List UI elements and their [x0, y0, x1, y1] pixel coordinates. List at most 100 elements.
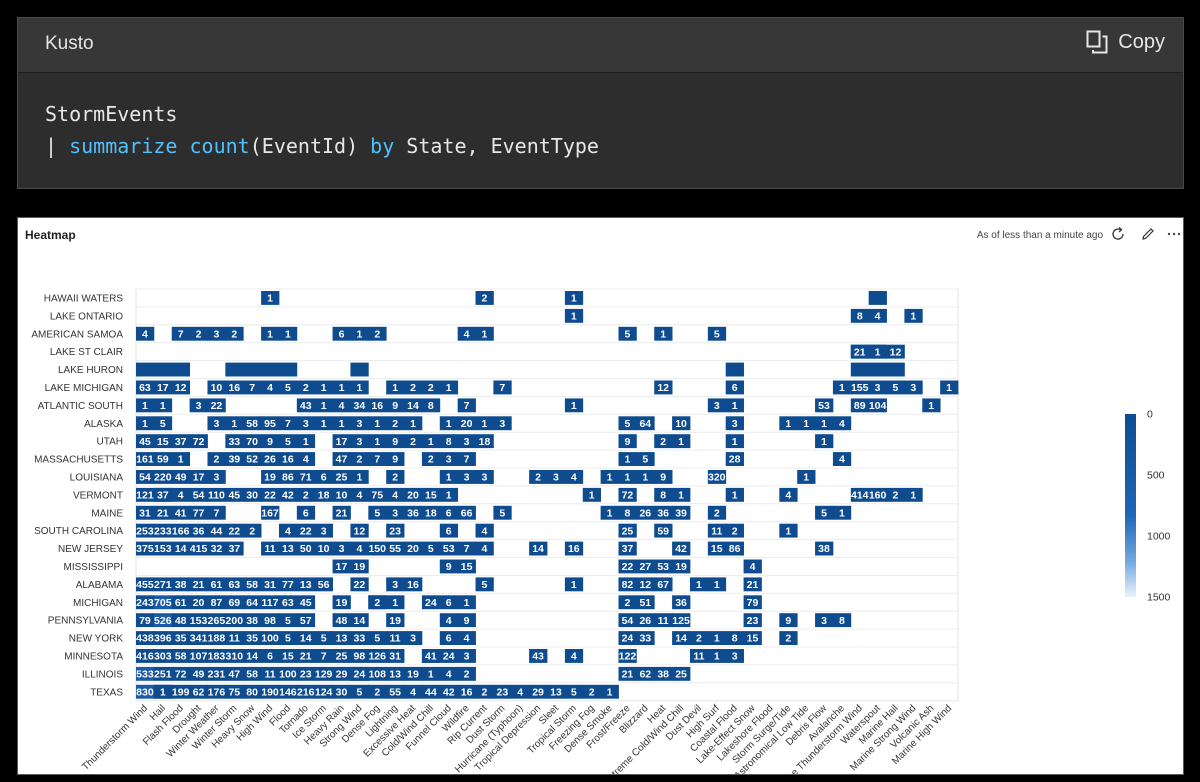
heatmap-cell — [207, 649, 226, 663]
cell-value-label: 11 — [229, 633, 240, 645]
cell-value-label: 55 — [389, 543, 401, 555]
copy-button[interactable]: Copy — [1086, 30, 1165, 54]
heatmap-cell — [618, 416, 637, 431]
cell-value-label: 67 — [657, 579, 669, 591]
cell-value-label: 7 — [499, 382, 505, 394]
cell-value-label: 56 — [318, 579, 330, 591]
cell-value-label: 86 — [282, 472, 294, 484]
cell-value-label: 1 — [410, 418, 416, 430]
heatmap-cell — [225, 523, 244, 538]
heatmap-cell — [439, 666, 459, 681]
cell-value-label: 7 — [374, 454, 380, 466]
cell-value-label: 4 — [571, 472, 577, 484]
cell-value-label: 47 — [336, 454, 348, 466]
legend-tick-label: 0 — [1147, 409, 1153, 421]
heatmap-cell — [725, 541, 744, 556]
heatmap-cell — [815, 416, 834, 431]
cell-value-label: 1 — [321, 382, 327, 394]
cell-value-label: 100 — [261, 633, 279, 645]
heatmap-cell — [457, 326, 476, 341]
cell-value-label: 1 — [607, 686, 613, 698]
cell-value-label: 3 — [410, 633, 416, 645]
heatmap-cell — [618, 487, 637, 502]
cell-value-label: 33 — [354, 633, 366, 645]
cell-value-label: 31 — [264, 579, 276, 591]
heatmap-cell — [171, 487, 191, 502]
heatmap-cell — [136, 666, 155, 681]
heatmap-cell — [475, 326, 494, 341]
heatmap-cell — [421, 452, 441, 466]
cell-value-label: 34 — [354, 400, 366, 412]
heatmap-cell — [636, 505, 655, 520]
heatmap-cell — [332, 326, 351, 341]
cell-value-label: 2 — [464, 668, 470, 680]
heatmap-cell — [725, 631, 744, 645]
cell-value-label: 1 — [356, 328, 362, 340]
heatmap-cell — [136, 398, 155, 413]
legend-tick-label: 1500 — [1147, 592, 1171, 604]
heatmap-cell — [243, 666, 262, 681]
heatmap-cell — [225, 380, 244, 395]
cell-value-label: 1 — [160, 686, 166, 698]
cell-value-label: 2 — [893, 489, 899, 501]
heatmap-cell — [332, 559, 351, 574]
cell-value-label: 54 — [139, 472, 151, 484]
heatmap-cell — [868, 362, 887, 377]
cell-value-label: 14 — [246, 651, 258, 663]
cell-value-label: 5 — [499, 507, 505, 519]
heatmap-cell — [868, 398, 887, 413]
heatmap-cell — [654, 559, 673, 574]
cell-value-label: 20 — [407, 489, 419, 501]
cell-value-label: 5 — [285, 382, 291, 394]
heatmap-cell — [225, 416, 244, 431]
heatmap-cell — [815, 434, 834, 449]
cell-value-label: 5 — [714, 328, 720, 340]
heatmap-cell — [654, 326, 673, 341]
heatmap-cell — [421, 434, 441, 449]
heatmap-cell — [457, 470, 476, 484]
cell-value-label: 1 — [231, 418, 237, 430]
cell-value-label: 1 — [732, 436, 738, 448]
heatmap-cells: 830 1 199 62 176 75 80 190 146 216 124 30 5 2 55 4 44 42 1… — [136, 291, 959, 699]
heatmap-cell — [636, 577, 655, 592]
cell-value-label: 6 — [446, 633, 452, 645]
heatmap-cell — [332, 434, 351, 449]
heatmap-cell — [886, 380, 905, 395]
cell-value-label: 22 — [264, 489, 276, 501]
heatmap-cell — [850, 362, 870, 377]
cell-value-label: 12 — [639, 579, 651, 591]
cell-value-label: 15 — [157, 436, 169, 448]
heatmap-cell — [386, 416, 405, 431]
y-axis-labels: HAWAII WATERS LAKE ONTARIO AMERICAN SAMOA L… — [31, 293, 123, 698]
heatmap-cell — [171, 666, 191, 681]
cell-value-label: 2 — [625, 597, 631, 609]
cell-value-label: 21 — [336, 507, 348, 519]
cell-value-label: 11 — [264, 668, 275, 680]
refresh-icon[interactable] — [1110, 226, 1126, 242]
more-options-icon[interactable] — [1166, 230, 1182, 238]
cell-value-label: 25 — [622, 525, 634, 537]
cell-value-label: 5 — [571, 686, 577, 698]
cell-value-label: 37 — [622, 543, 634, 555]
cell-value-label: 1 — [803, 472, 809, 484]
cell-value-label: 10 — [211, 382, 223, 394]
cell-value-label: 3 — [321, 525, 327, 537]
code-language-label: Kusto — [45, 33, 94, 54]
cell-value-label: 1 — [678, 489, 684, 501]
cell-value-label: 4 — [785, 489, 791, 501]
edit-icon[interactable] — [1140, 226, 1156, 242]
cell-value-label: 1 — [285, 328, 291, 340]
cell-value-label: 16 — [461, 686, 473, 698]
cell-value-label: 58 — [246, 418, 258, 430]
cell-value-label: 220 — [154, 472, 172, 484]
cell-value-label: 47 — [228, 668, 240, 680]
heatmap-cell — [386, 505, 405, 520]
cell-value-label: 2 — [714, 507, 720, 519]
heatmap-cell — [189, 541, 208, 556]
cell-value-label: 72 — [175, 668, 187, 680]
heatmap-cell — [564, 308, 584, 323]
y-tick-label-louisiana: LOUISIANA — [70, 472, 124, 483]
heatmap-cell — [171, 326, 191, 341]
y-tick-label-utah: UTAH — [97, 437, 123, 448]
cell-value-label: 5 — [821, 507, 827, 519]
